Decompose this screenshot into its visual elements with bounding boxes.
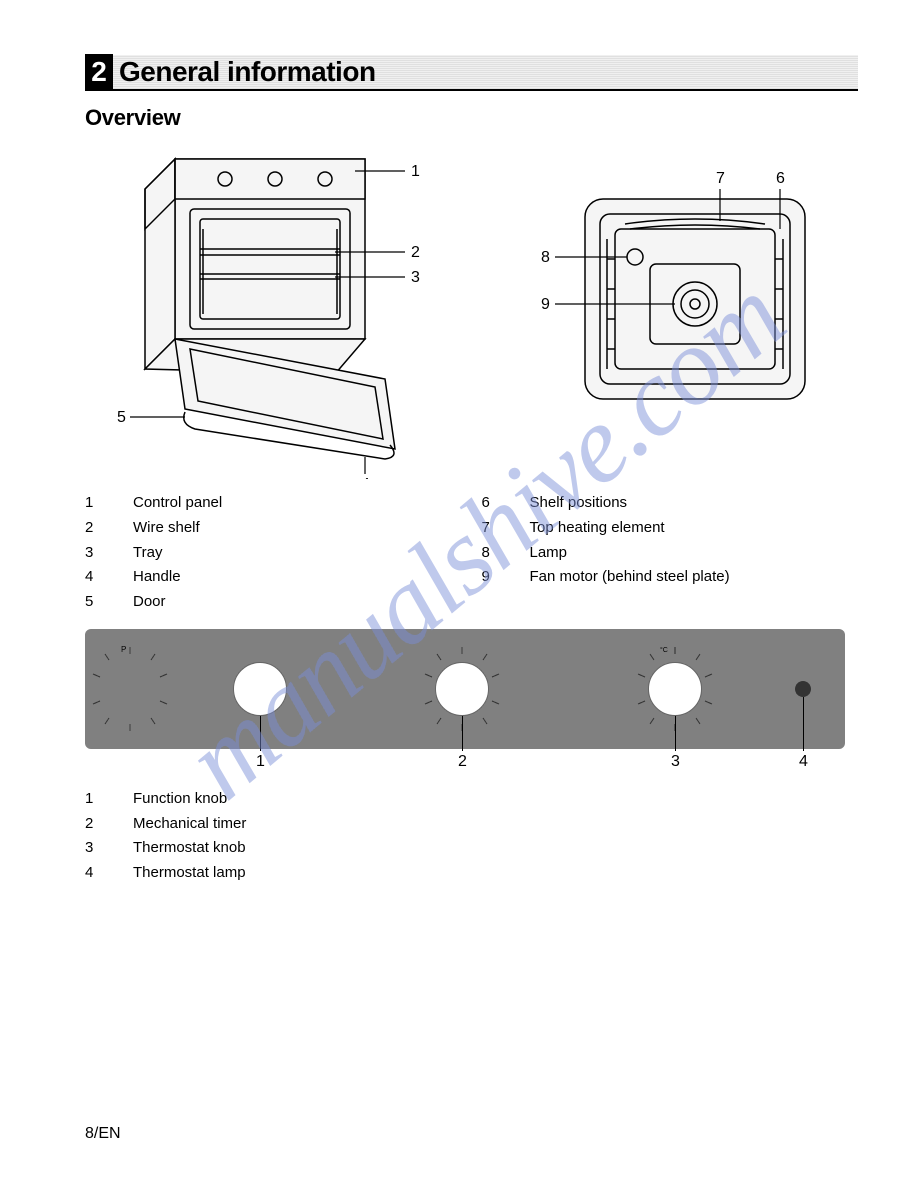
page-footer: 8/EN bbox=[85, 1125, 121, 1143]
diagram-label-9: 9 bbox=[541, 296, 550, 313]
legend-text: Control panel bbox=[133, 491, 222, 516]
legend-row: 3 Thermostat knob bbox=[85, 836, 858, 861]
legend-num: 4 bbox=[85, 861, 103, 886]
legend-num: 8 bbox=[482, 541, 500, 566]
legend-row: 4 Handle bbox=[85, 565, 462, 590]
legend-row: 1 Function knob bbox=[85, 787, 858, 812]
legend-num: 3 bbox=[85, 541, 103, 566]
legend-text: Thermostat knob bbox=[133, 836, 246, 861]
legend-row: 8 Lamp bbox=[482, 541, 859, 566]
legend-num: 1 bbox=[85, 491, 103, 516]
legend-text: Shelf positions bbox=[530, 491, 628, 516]
timer-knob bbox=[435, 662, 489, 716]
legend-row: 9 Fan motor (behind steel plate) bbox=[482, 565, 859, 590]
oven-exterior-diagram: 1 2 3 4 5 bbox=[85, 149, 465, 479]
legend-num: 4 bbox=[85, 565, 103, 590]
legend-num: 7 bbox=[482, 516, 500, 541]
diagram-label-4: 4 bbox=[361, 476, 370, 479]
legend-text: Function knob bbox=[133, 787, 227, 812]
legend-row: 2 Mechanical timer bbox=[85, 812, 858, 837]
legend-row: 7 Top heating element bbox=[482, 516, 859, 541]
legend-text: Thermostat lamp bbox=[133, 861, 246, 886]
svg-text:°C: °C bbox=[660, 646, 668, 654]
legend-text: Tray bbox=[133, 541, 162, 566]
legend-text: Top heating element bbox=[530, 516, 665, 541]
legend-text: Handle bbox=[133, 565, 181, 590]
legend-bottom: 1 Function knob 2 Mechanical timer 3 Thermo… bbox=[85, 787, 858, 886]
legend-text: Wire shelf bbox=[133, 516, 200, 541]
legend-text: Mechanical timer bbox=[133, 812, 246, 837]
legend-row: 1 Control panel bbox=[85, 491, 462, 516]
knob-ring-1: P bbox=[85, 644, 175, 734]
control-panel-diagram: P °C 1 2 3 4 bbox=[85, 629, 845, 769]
diagram-label-5: 5 bbox=[117, 409, 126, 426]
legend-row: 4 Thermostat lamp bbox=[85, 861, 858, 886]
section-number-badge: 2 bbox=[85, 54, 113, 90]
legend-row: 6 Shelf positions bbox=[482, 491, 859, 516]
legend-row: 5 Door bbox=[85, 590, 462, 615]
legend-text: Lamp bbox=[530, 541, 568, 566]
diagram-label-8: 8 bbox=[541, 249, 550, 266]
legend-top: 1 Control panel 2 Wire shelf 3 Tray 4 Handle… bbox=[85, 491, 858, 615]
section-title: General information bbox=[113, 56, 376, 88]
legend-num: 5 bbox=[85, 590, 103, 615]
diagram-row: 1 2 3 4 5 6 bbox=[85, 149, 858, 479]
legend-row: 3 Tray bbox=[85, 541, 462, 566]
svg-text:P: P bbox=[121, 645, 126, 654]
legend-num: 1 bbox=[85, 787, 103, 812]
panel-label-3: 3 bbox=[671, 753, 680, 771]
overview-subheader: Overview bbox=[85, 105, 858, 131]
panel-leader bbox=[803, 697, 804, 751]
diagram-label-3: 3 bbox=[411, 269, 420, 286]
function-knob bbox=[233, 662, 287, 716]
diagram-label-1: 1 bbox=[411, 163, 420, 180]
panel-leader bbox=[260, 716, 261, 751]
diagram-label-2: 2 bbox=[411, 244, 420, 261]
section-header: 2 General information bbox=[85, 55, 858, 91]
legend-num: 2 bbox=[85, 516, 103, 541]
oven-interior-diagram: 6 7 8 9 bbox=[525, 169, 835, 419]
panel-label-2: 2 bbox=[458, 753, 467, 771]
legend-text: Door bbox=[133, 590, 166, 615]
thermostat-lamp-icon bbox=[795, 681, 811, 697]
legend-top-left: 1 Control panel 2 Wire shelf 3 Tray 4 Handle… bbox=[85, 491, 462, 615]
diagram-label-7: 7 bbox=[716, 170, 725, 187]
thermostat-knob bbox=[648, 662, 702, 716]
diagram-label-6: 6 bbox=[776, 170, 785, 187]
panel-label-4: 4 bbox=[799, 753, 808, 771]
panel-label-1: 1 bbox=[256, 753, 265, 771]
legend-num: 6 bbox=[482, 491, 500, 516]
legend-num: 9 bbox=[482, 565, 500, 590]
panel-leader bbox=[675, 716, 676, 751]
legend-num: 3 bbox=[85, 836, 103, 861]
legend-num: 2 bbox=[85, 812, 103, 837]
panel-leader bbox=[462, 716, 463, 751]
legend-text: Fan motor (behind steel plate) bbox=[530, 565, 730, 590]
legend-top-right: 6 Shelf positions 7 Top heating element 8 L… bbox=[482, 491, 859, 615]
legend-row: 2 Wire shelf bbox=[85, 516, 462, 541]
